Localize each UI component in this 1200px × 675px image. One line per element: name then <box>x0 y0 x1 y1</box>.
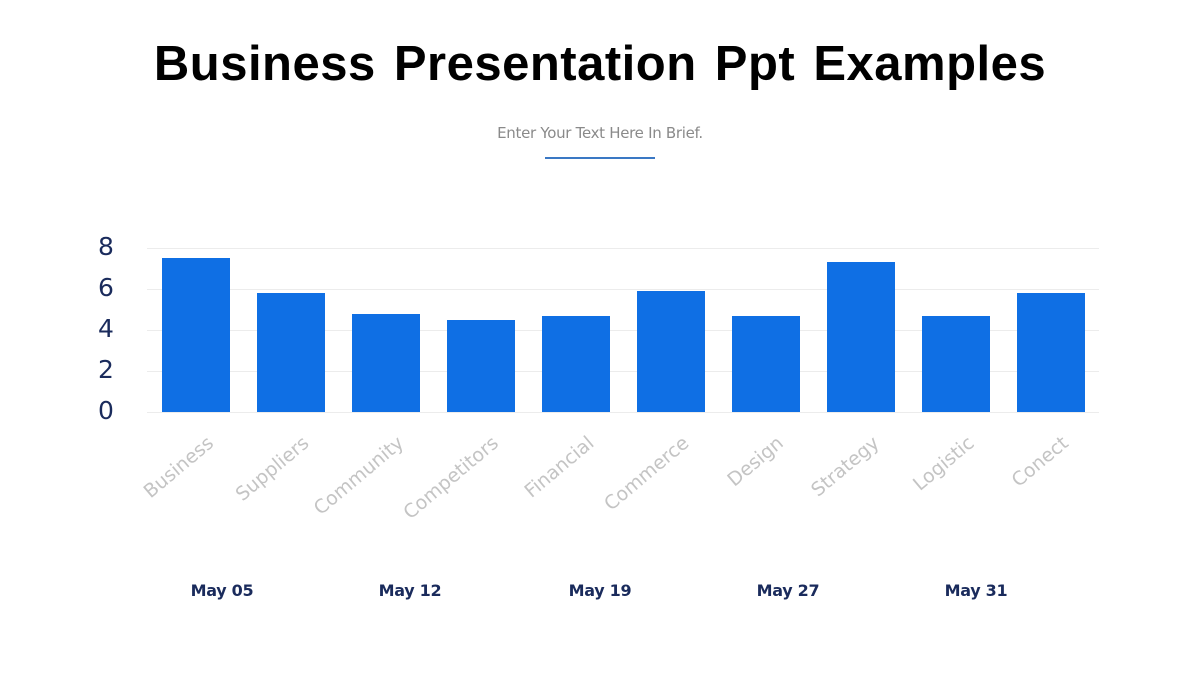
x-axis-label: Logistic <box>908 432 979 496</box>
x-axis-label: Suppliers <box>231 432 314 506</box>
bar-design[interactable] <box>732 315 800 412</box>
bar-community[interactable] <box>352 313 420 412</box>
x-axis-label: Strategy <box>807 432 884 502</box>
date-label: May 05 <box>190 581 254 600</box>
x-axis-label: Financial <box>520 432 599 503</box>
x-axis-label: Competitors <box>399 432 503 524</box>
y-axis-tick: 4 <box>98 314 114 343</box>
bar-business[interactable] <box>162 258 230 412</box>
date-label: May 12 <box>378 581 442 600</box>
gridline <box>147 289 1099 290</box>
date-label: May 31 <box>944 581 1008 600</box>
x-axis-label: Community <box>309 432 409 520</box>
bar-commerce[interactable] <box>637 291 705 412</box>
date-label: May 19 <box>568 581 632 600</box>
y-axis-tick: 0 <box>98 396 114 425</box>
bar-logistic[interactable] <box>922 315 990 412</box>
y-axis-tick: 6 <box>98 273 114 302</box>
y-axis-tick: 2 <box>98 355 114 384</box>
slide-title: Business Presentation Ppt Examples <box>153 37 1047 91</box>
x-axis-label: Conect <box>1007 432 1073 492</box>
y-axis-tick: 8 <box>98 232 114 261</box>
x-axis-label: Business <box>139 432 218 503</box>
x-axis-label: Design <box>723 432 788 492</box>
gridline <box>147 371 1099 372</box>
bar-strategy[interactable] <box>827 262 895 412</box>
bar-suppliers[interactable] <box>257 293 325 412</box>
gridline <box>147 330 1099 331</box>
gridline <box>147 248 1099 249</box>
x-axis-label: Commerce <box>600 432 694 516</box>
gridline <box>147 412 1099 413</box>
slide-subtitle: Enter Your Text Here In Brief. <box>497 124 703 142</box>
date-label: May 27 <box>756 581 820 600</box>
bar-conect[interactable] <box>1017 293 1085 412</box>
bar-competitors[interactable] <box>447 319 515 412</box>
subtitle-underline <box>545 157 655 159</box>
bar-financial[interactable] <box>542 315 610 412</box>
